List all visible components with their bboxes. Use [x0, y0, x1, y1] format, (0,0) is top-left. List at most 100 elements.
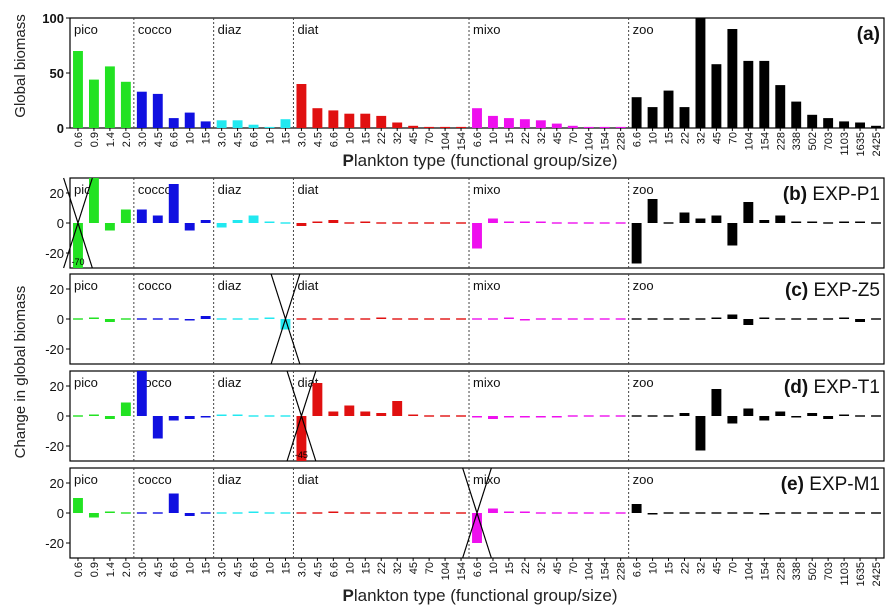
- bar-mixo-32: [535, 221, 546, 223]
- x-tick-label: 0.9: [89, 132, 101, 147]
- group-label-pico: pico: [74, 472, 98, 487]
- bar-diat-15: [360, 318, 371, 320]
- panel-title: (e) EXP-M1: [781, 474, 880, 495]
- bar-cocco-6.6: [168, 416, 179, 421]
- y-tick-label: 50: [50, 66, 64, 81]
- x-tick-label: 6.6: [472, 132, 484, 147]
- group-label-cocco: cocco: [138, 472, 172, 487]
- bar-mixo-22: [519, 319, 530, 321]
- bar-zoo-154: [759, 513, 770, 515]
- bar-mixo-45: [551, 416, 562, 418]
- x-tick-label: 104: [440, 562, 452, 580]
- bar-diat-10: [344, 405, 355, 416]
- panel-4: -20 0 20 pico cocco diaz diat mixo zoo (e) EXP-M1: [45, 467, 885, 559]
- x-tick-label: 0.6: [73, 132, 85, 147]
- x-tick-label: 15: [201, 562, 213, 574]
- x-tick-label: 703: [823, 132, 835, 150]
- bar-zoo-703: [823, 222, 834, 224]
- bar-mixo-70: [567, 318, 578, 320]
- x-tick-label: 32: [695, 562, 707, 574]
- x-tick-label: 45: [408, 562, 420, 574]
- x-tick-label: 15: [504, 562, 516, 574]
- panel-letter: (e): [781, 474, 804, 495]
- x-tick-label: 4.5: [312, 562, 324, 577]
- bar-zoo-104: [743, 202, 754, 223]
- bar-diat-3.0: [296, 84, 307, 128]
- x-tick-label: 502: [807, 562, 819, 580]
- bar-diat-32: [392, 122, 403, 128]
- x-tick-label: 22: [520, 132, 532, 144]
- bar-diaz-6.6: [248, 215, 259, 223]
- x-tick-label: 32: [536, 132, 548, 144]
- bar-cocco-4.5: [152, 318, 163, 320]
- bar-mixo-15: [503, 416, 514, 418]
- bar-diat-154: [456, 222, 466, 224]
- x-tick-label: 32: [536, 562, 548, 574]
- bar-diat-32: [392, 318, 403, 320]
- x-tick-label: 6.6: [249, 562, 261, 577]
- bar-zoo-228: [775, 318, 786, 320]
- bar-cocco-15: [200, 416, 211, 418]
- bar-diat-70: [424, 222, 435, 224]
- bar-diat-15: [360, 113, 371, 128]
- bar-diat-4.5: [312, 221, 323, 223]
- panel-letter: (a): [857, 24, 880, 45]
- bar-mixo-22: [519, 416, 530, 418]
- bar-zoo-1103: [839, 317, 850, 319]
- panel-0: 0 50 100 pico cocco diaz diat mixo zoo (a): [42, 11, 885, 136]
- panel-title: (d) EXP-T1: [784, 377, 880, 398]
- x-tick-label: 45: [408, 132, 420, 144]
- x-tick-label: 104: [440, 132, 452, 150]
- x-tick-label: 4.5: [233, 562, 245, 577]
- bar-mixo-6.6: [472, 513, 482, 543]
- bar-zoo-703: [823, 318, 834, 320]
- x-tick-label: 3.0: [137, 132, 149, 147]
- bar-pico-0.9: [88, 513, 99, 518]
- bar-zoo-70: [727, 29, 738, 128]
- x-tick-label: 228: [616, 562, 628, 580]
- x-tick-label: 22: [679, 132, 691, 144]
- x-axis-label-bottom-rest: lankton type (functional group/size): [354, 586, 618, 605]
- bar-pico-0.6: [73, 223, 83, 268]
- bar-mixo-70: [567, 222, 578, 224]
- x-tick-label: 2425: [871, 132, 883, 156]
- bar-mixo-154: [599, 415, 610, 417]
- y-tick-label: 0: [57, 121, 64, 136]
- x-tick-label: 703: [823, 562, 835, 580]
- bar-diat-22: [376, 222, 387, 224]
- group-label-pico: pico: [74, 375, 98, 390]
- x-tick-label: 6.6: [472, 562, 484, 577]
- bar-zoo-338: [791, 416, 802, 418]
- bar-pico-2.0: [120, 209, 131, 223]
- panel-letter: (d): [784, 377, 808, 398]
- x-tick-label: 10: [488, 132, 500, 144]
- bar-cocco-4.5: [152, 215, 163, 223]
- bar-diaz-4.5: [232, 318, 243, 320]
- bar-zoo-10: [647, 415, 658, 417]
- group-label-zoo: zoo: [633, 375, 654, 390]
- bar-mixo-15: [503, 317, 514, 319]
- bar-mixo-154: [599, 222, 610, 224]
- bar-diat-32: [392, 512, 403, 514]
- bar-zoo-15: [663, 415, 674, 417]
- bar-mixo-6.6: [472, 318, 482, 320]
- bar-diat-22: [376, 317, 387, 319]
- x-tick-label: 1.4: [105, 562, 117, 577]
- x-tick-label: 2.0: [121, 562, 133, 577]
- bar-diaz-4.5: [232, 512, 243, 514]
- bar-mixo-70: [567, 125, 578, 128]
- bar-mixo-10: [488, 115, 498, 128]
- bar-zoo-228: [775, 411, 786, 416]
- x-tick-label: 10: [344, 132, 356, 144]
- bar-zoo-32: [695, 512, 706, 514]
- bar-diaz-6.6: [248, 318, 259, 320]
- group-label-diat: diat: [297, 22, 318, 37]
- bar-diat-45: [408, 222, 419, 224]
- x-tick-label: 154: [600, 132, 612, 150]
- bar-mixo-45: [551, 512, 562, 514]
- bar-pico-1.4: [104, 223, 115, 231]
- bar-cocco-6.6: [168, 184, 179, 223]
- x-tick-label: 3.0: [217, 132, 229, 147]
- group-label-cocco: cocco: [138, 278, 172, 293]
- bar-diaz-6.6: [248, 124, 259, 128]
